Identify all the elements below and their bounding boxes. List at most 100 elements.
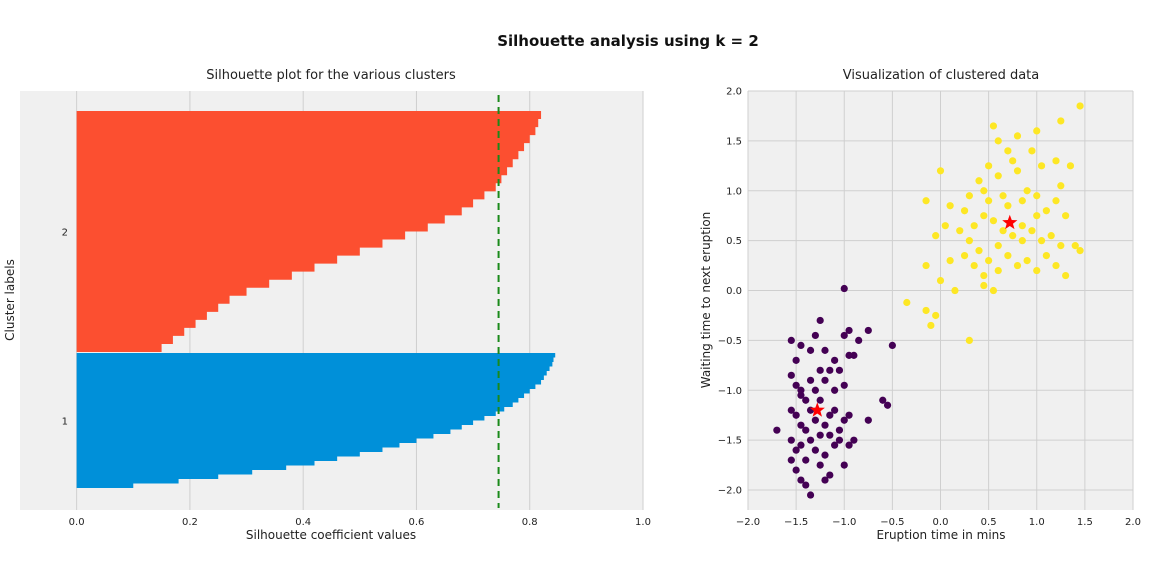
silhouette-x-tick-label: 1.0: [635, 517, 651, 528]
scatter-point-cluster-1: [932, 232, 940, 240]
scatter-point-cluster-1: [1004, 147, 1012, 155]
scatter-point-cluster-1: [1042, 207, 1050, 215]
scatter-point-cluster-0: [797, 476, 805, 484]
scatter-point-cluster-1: [1062, 271, 1070, 280]
scatter-point-cluster-1: [1042, 252, 1050, 260]
scatter-point-cluster-1: [922, 261, 930, 270]
scatter-point-cluster-0: [806, 376, 815, 384]
scatter-x-tick-label: −2.0: [736, 517, 760, 528]
scatter-point-cluster-0: [850, 436, 858, 444]
scatter-point-cluster-0: [855, 336, 863, 345]
scatter-x-tick-label: 1.5: [1077, 517, 1093, 528]
scatter-point-cluster-0: [792, 356, 800, 364]
scatter-point-cluster-0: [806, 491, 815, 499]
scatter-y-tick-label: 1.5: [726, 136, 742, 147]
scatter-point-cluster-1: [1047, 232, 1055, 240]
scatter-point-cluster-1: [1076, 102, 1084, 110]
scatter-point-cluster-0: [826, 411, 834, 419]
scatter-y-tick-label: −1.5: [718, 436, 742, 447]
scatter-point-cluster-1: [994, 242, 1002, 250]
scatter-point-cluster-0: [811, 331, 819, 340]
scatter-x-axis-label: Eruption time in mins: [876, 528, 1005, 542]
scatter-point-cluster-1: [1013, 167, 1022, 175]
scatter-point-cluster-1: [1037, 162, 1046, 170]
scatter-point-cluster-1: [965, 237, 973, 245]
scatter-point-cluster-0: [792, 446, 800, 454]
scatter-point-cluster-0: [806, 436, 815, 444]
scatter-point-cluster-1: [1071, 242, 1079, 250]
scatter-point-cluster-1: [994, 172, 1002, 180]
scatter-point-cluster-0: [821, 376, 829, 384]
scatter-point-cluster-1: [936, 167, 945, 175]
scatter-point-cluster-1: [1052, 157, 1060, 165]
scatter-point-cluster-1: [975, 177, 983, 185]
scatter-point-cluster-0: [787, 336, 795, 345]
silhouette-x-tick-label: 0.6: [409, 517, 425, 528]
scatter-point-cluster-1: [903, 298, 911, 307]
scatter-point-cluster-0: [864, 326, 872, 335]
scatter-point-cluster-1: [956, 227, 964, 235]
scatter-point-cluster-1: [936, 276, 945, 285]
scatter-point-cluster-0: [787, 436, 795, 444]
scatter-point-cluster-1: [999, 227, 1007, 235]
scatter-point-cluster-0: [811, 446, 819, 454]
silhouette-chart-title: Silhouette plot for the various clusters: [206, 68, 456, 83]
scatter-point-cluster-0: [811, 416, 819, 424]
cluster-center-star: [809, 402, 825, 417]
scatter-point-cluster-0: [845, 351, 853, 359]
silhouette-x-tick-label: 0.4: [295, 517, 311, 528]
scatter-point-cluster-1: [1057, 117, 1065, 125]
scatter-point-cluster-0: [864, 416, 872, 424]
scatter-point-cluster-1: [975, 247, 983, 255]
scatter-y-axis-label: Waiting time to next eruption: [699, 212, 713, 389]
scatter-y-tick-label: 2.0: [726, 87, 742, 98]
scatter-point-cluster-0: [831, 356, 839, 364]
scatter-point-cluster-0: [802, 456, 810, 464]
scatter-point-cluster-1: [1009, 232, 1017, 240]
scatter-point-cluster-1: [1057, 242, 1065, 250]
scatter-point-cluster-1: [941, 222, 949, 230]
scatter-y-tick-label: 0.5: [726, 236, 742, 247]
scatter-point-cluster-1: [1018, 222, 1026, 230]
scatter-point-cluster-1: [994, 137, 1002, 145]
scatter-point-cluster-0: [802, 426, 810, 434]
scatter-point-cluster-1: [985, 256, 993, 265]
silhouette-x-tick-label: 0.8: [522, 517, 538, 528]
scatter-point-cluster-0: [787, 371, 795, 379]
scatter-point-cluster-0: [826, 431, 834, 439]
scatter-point-cluster-1: [1009, 157, 1017, 165]
scatter-point-cluster-0: [840, 284, 848, 293]
scatter-point-cluster-0: [792, 411, 800, 419]
scatter-point-cluster-1: [922, 306, 930, 315]
scatter-x-tick-label: 0.5: [981, 517, 997, 528]
scatter-point-cluster-1: [1013, 261, 1022, 270]
scatter-point-cluster-0: [802, 396, 810, 404]
scatter-point-cluster-1: [965, 192, 973, 200]
scatter-point-cluster-1: [1033, 127, 1041, 135]
cluster-center-star: [1002, 214, 1018, 230]
scatter-point-cluster-1: [946, 256, 954, 265]
scatter-point-cluster-0: [821, 476, 829, 484]
scatter-x-tick-label: −0.5: [880, 517, 904, 528]
scatter-point-cluster-1: [989, 286, 998, 295]
scatter-point-cluster-0: [811, 386, 819, 394]
silhouette-y-tick-label: 2: [62, 228, 68, 239]
scatter-y-tick-label: 1.0: [726, 186, 742, 197]
scatter-point-cluster-1: [1057, 182, 1065, 190]
scatter-point-cluster-0: [816, 366, 824, 374]
scatter-x-tick-label: 1.0: [1029, 517, 1045, 528]
scatter-point-cluster-0: [797, 441, 805, 449]
scatter-point-cluster-1: [1033, 212, 1041, 220]
scatter-point-cluster-0: [816, 431, 824, 439]
scatter-point-cluster-0: [806, 346, 815, 354]
silhouette-y-axis-label: Cluster labels: [3, 259, 17, 341]
scatter-y-tick-label: −0.5: [718, 336, 742, 347]
scatter-point-cluster-1: [922, 197, 930, 205]
scatter-point-cluster-1: [1066, 162, 1075, 170]
scatter-point-cluster-0: [831, 406, 839, 414]
scatter-point-cluster-0: [835, 366, 844, 374]
scatter-point-cluster-1: [1013, 132, 1022, 140]
scatter-point-cluster-1: [994, 266, 1002, 275]
scatter-point-cluster-0: [845, 326, 853, 335]
scatter-point-cluster-1: [1033, 266, 1041, 275]
